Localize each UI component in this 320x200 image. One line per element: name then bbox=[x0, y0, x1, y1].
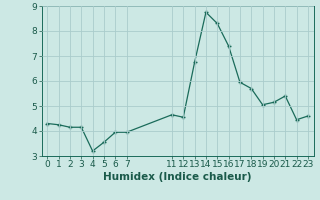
X-axis label: Humidex (Indice chaleur): Humidex (Indice chaleur) bbox=[103, 172, 252, 182]
